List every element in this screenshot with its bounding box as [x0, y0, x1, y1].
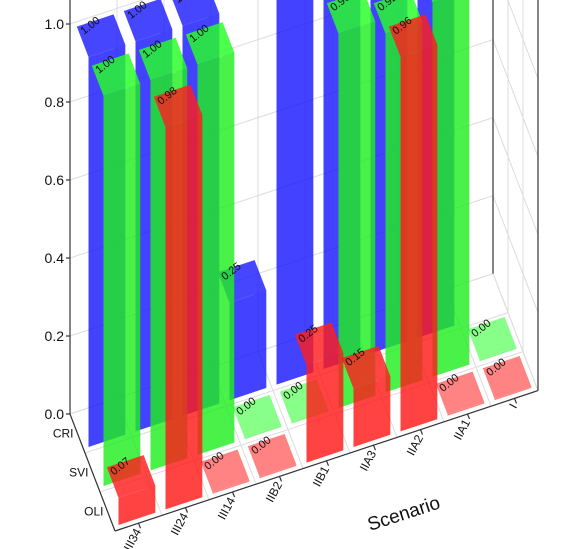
bar-svi-iib2 — [232, 395, 282, 440]
bar-oli-i — [482, 356, 532, 401]
x-tick-label: I — [506, 401, 520, 411]
x-tick — [278, 476, 283, 482]
y-tick-label: SVI — [69, 466, 88, 480]
y-tick-label: OLI — [84, 505, 103, 519]
bar-oli-iib2 — [247, 434, 297, 479]
x-tick — [419, 429, 424, 435]
x-tick — [372, 444, 377, 451]
z-tick-label: 1.0 — [45, 16, 65, 32]
bar-oli-iia2 — [388, 14, 438, 432]
z-tick-label: 0.0 — [45, 406, 65, 422]
z-tick-label: 0.2 — [45, 328, 65, 344]
bars-group — [76, 0, 532, 525]
x-tick-label: III24 — [168, 510, 191, 537]
x-tick-label: IIA3 — [357, 448, 380, 474]
bar-cri-iib1 — [276, 0, 314, 385]
z-tick-label: 0.6 — [45, 172, 65, 188]
z-tick-label: 0.8 — [45, 94, 65, 110]
bar-oli-iii14 — [200, 449, 250, 494]
x-tick-label: IIA1 — [451, 417, 474, 443]
x-tick-label: IIA2 — [404, 432, 427, 458]
z-tick-label: 0.4 — [45, 250, 65, 266]
x-tick — [513, 398, 518, 404]
x-axis-title: Scenario — [365, 493, 443, 536]
x-tick — [137, 522, 142, 529]
bar-oli-iia1 — [435, 371, 485, 416]
bar-oli-iii34 — [106, 455, 156, 525]
bar-oli-iii24 — [153, 84, 203, 510]
y-tick-label: CRI — [53, 427, 74, 441]
bar-svi-iia1 — [431, 0, 470, 377]
bar-svi-iii14 — [185, 22, 235, 455]
bar-oli-iia3 — [341, 345, 391, 447]
x-tick — [184, 507, 189, 513]
floor-gridline — [492, 273, 539, 391]
x-tick — [466, 413, 471, 420]
y-axis — [69, 413, 116, 532]
x-tick-label: III34 — [121, 526, 144, 549]
x-tick-label: III14 — [215, 495, 238, 522]
x-tick — [231, 491, 236, 498]
bar-svi-i — [467, 317, 517, 362]
bar-svi-iia3 — [326, 0, 376, 409]
bar-cri-iib2 — [217, 260, 267, 401]
x-tick-label: IIB1 — [310, 463, 333, 489]
x-tick-label: IIB2 — [263, 479, 286, 505]
bar-svi-iii34 — [91, 53, 141, 487]
bar-oli-iib1 — [294, 322, 344, 463]
x-tick — [325, 460, 330, 467]
